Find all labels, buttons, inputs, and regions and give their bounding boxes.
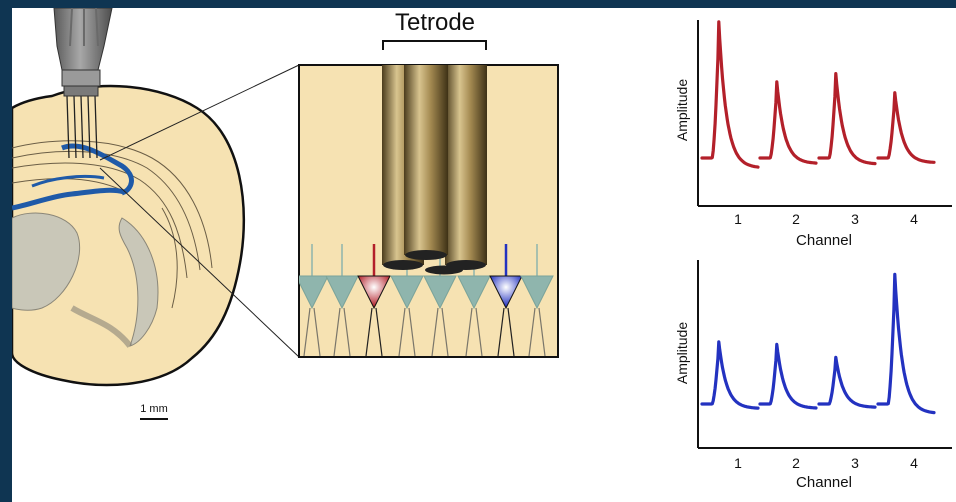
- blue-chart-ylabel: Amplitude: [674, 322, 690, 384]
- scale-bar-label: 1 mm: [140, 403, 168, 415]
- ventricle-region: [12, 212, 81, 311]
- spike-waveform-channel-2: [758, 342, 818, 410]
- blue-waveform-chart: Amplitude Channel 1 2 3 4: [674, 260, 952, 491]
- channel-tick-label: 1: [734, 211, 742, 227]
- channel-tick-label: 3: [851, 455, 859, 471]
- red-chart-ylabel: Amplitude: [674, 79, 690, 141]
- channel-tick-label: 2: [792, 211, 800, 227]
- brain-section: 1 mm: [12, 8, 246, 420]
- electrode-connector: [53, 8, 113, 97]
- neuron-layer: [299, 244, 554, 357]
- channel-tick-label: 4: [910, 211, 918, 227]
- figure-title: Tetrode: [395, 9, 475, 36]
- hippocampus-layer-1: [61, 143, 134, 196]
- spike-waveform-channel-1: [700, 340, 760, 410]
- red-waveform-chart: Amplitude Channel 1 2 3 4: [674, 20, 952, 249]
- tetrode-bracket: [382, 40, 487, 50]
- neuron-teal: [520, 244, 554, 357]
- zoom-lines: [99, 64, 300, 358]
- channel-tick-label: 3: [851, 211, 859, 227]
- electrode-wires: [66, 95, 98, 159]
- neuron-red: [357, 244, 391, 357]
- neuron-teal: [325, 244, 359, 357]
- neuron-teal: [299, 244, 329, 357]
- figure-svg: 1 mm Tetrode A: [12, 8, 952, 491]
- blue-chart-xlabel: Channel: [796, 474, 852, 491]
- spike-waveform-channel-4: [876, 272, 936, 415]
- neuron-blue: [489, 244, 523, 357]
- spike-waveform-channel-3: [817, 355, 877, 409]
- red-chart-xlabel: Channel: [796, 232, 852, 249]
- spike-waveform-channel-3: [817, 72, 877, 166]
- tetrode-tubes: [382, 65, 487, 275]
- spike-waveform-channel-4: [876, 91, 936, 164]
- spike-waveform-channel-2: [758, 80, 818, 165]
- channel-tick-label: 1: [734, 455, 742, 471]
- channel-tick-label: 4: [910, 455, 918, 471]
- tetrode-inset: Tetrode: [298, 9, 559, 358]
- figure-canvas: 1 mm Tetrode A: [12, 8, 956, 502]
- spike-waveform-channel-1: [700, 20, 760, 169]
- hippocampus-layer-2: [12, 187, 125, 211]
- channel-tick-label: 2: [792, 455, 800, 471]
